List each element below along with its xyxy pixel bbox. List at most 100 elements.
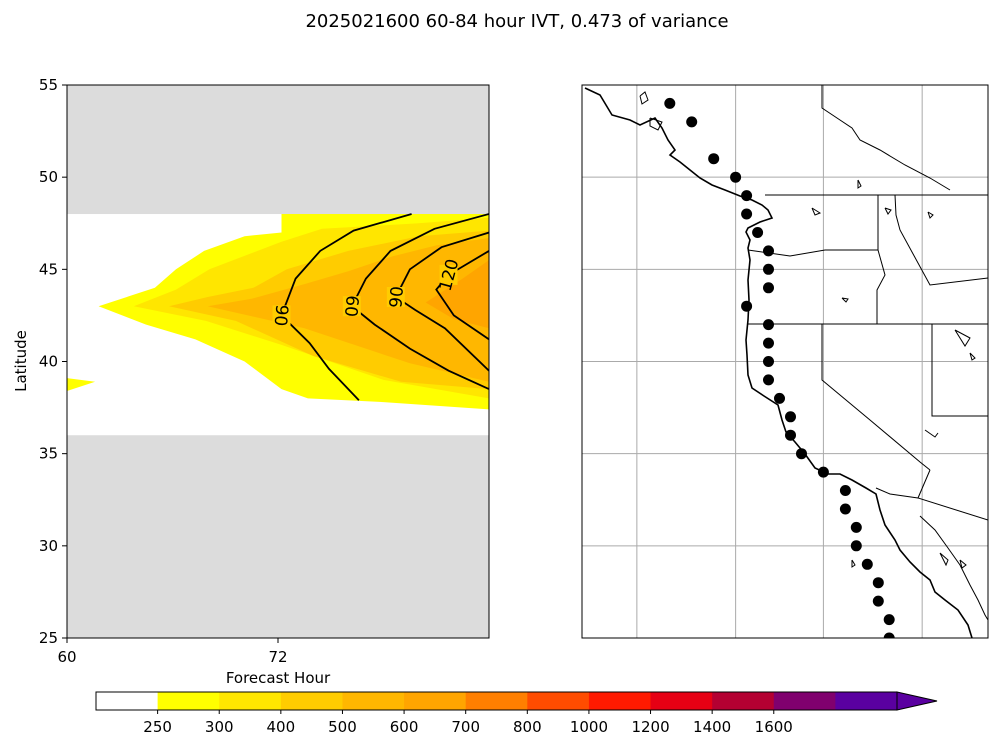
island — [927, 211, 934, 219]
map-points — [664, 97, 895, 638]
map-frame — [581, 84, 989, 639]
location-point — [763, 337, 774, 349]
contour-label-background — [342, 296, 361, 317]
location-point — [817, 466, 829, 478]
island — [939, 552, 949, 567]
location-point — [763, 263, 774, 275]
nevada-east-border — [931, 324, 988, 417]
location-point — [796, 448, 807, 460]
island — [857, 179, 862, 189]
california-nevada-border — [821, 324, 931, 471]
location-point — [763, 356, 774, 367]
gulf-of-california-coast — [919, 515, 988, 621]
location-point — [883, 632, 895, 638]
location-point — [752, 227, 764, 238]
location-point — [763, 319, 774, 331]
island — [811, 207, 822, 216]
contour-label: 06 — [384, 285, 406, 308]
location-point — [730, 171, 742, 183]
island — [639, 91, 649, 105]
islands — [639, 91, 988, 621]
colorbar-swatch — [342, 692, 405, 710]
y-tick-label: 55 — [39, 76, 58, 94]
colorbar-tick-label: 800 — [513, 718, 542, 736]
colorbar-swatch — [588, 692, 652, 710]
island — [851, 559, 856, 568]
arizona-border — [917, 469, 988, 521]
colorbar-tick-label: 1000 — [570, 718, 608, 736]
location-point — [839, 503, 851, 515]
missing-data-region-south — [67, 435, 489, 638]
y-axis-label: Latitude — [12, 330, 30, 392]
x-axis-label: Forecast Hour — [226, 669, 331, 687]
colorbar-swatch — [96, 692, 159, 710]
left-axis-ticks: 25 30 35 40 45 50 55 60 72 — [39, 76, 288, 666]
colorbar-extend-arrow — [896, 691, 938, 711]
us-mexico-border — [875, 487, 919, 499]
canada-alaska-border — [821, 85, 951, 191]
contour-line — [280, 213, 412, 401]
location-point — [785, 411, 796, 423]
location-point — [872, 577, 884, 589]
location-point — [741, 300, 753, 312]
colorbar-tick-label: 500 — [328, 718, 357, 736]
location-point — [763, 282, 774, 294]
chart-title: 2025021600 60-84 hour IVT, 0.473 of vari… — [305, 11, 728, 32]
location-point — [883, 614, 895, 626]
colorbar-tick-label: 400 — [267, 718, 296, 736]
colorbar-tick-label: 600 — [390, 718, 419, 736]
contour-label: 90 — [270, 304, 292, 327]
location-point — [785, 429, 796, 441]
location-point — [839, 485, 851, 496]
colorbar-swatch — [465, 692, 528, 710]
washington-oregon-border — [747, 195, 879, 257]
island — [954, 329, 971, 347]
colorbar-swatch — [712, 692, 775, 710]
x-tick-label: 72 — [268, 648, 287, 666]
ivt-filled-contour-250 — [67, 378, 96, 391]
location-point — [763, 374, 774, 386]
island — [924, 429, 939, 438]
coastline — [584, 87, 973, 638]
map-area — [582, 85, 988, 638]
colorbar-frame — [95, 691, 898, 711]
y-tick-label: 25 — [39, 629, 58, 647]
colorbar-tick-label: 700 — [451, 718, 480, 736]
colorbar-swatch — [157, 692, 220, 710]
colorbar-swatch — [835, 692, 898, 710]
colorbar-tick-label: 250 — [143, 718, 172, 736]
island — [841, 297, 849, 303]
contour-line — [435, 250, 489, 341]
location-point — [686, 116, 698, 128]
location-point — [741, 190, 753, 202]
contour-label-background — [272, 305, 291, 326]
colorbar-swatch — [280, 692, 343, 710]
location-point — [850, 521, 862, 533]
ivt-filled-contour-600 — [425, 260, 489, 329]
idaho-border — [876, 249, 886, 324]
location-point — [664, 97, 676, 109]
y-tick-label: 45 — [39, 260, 58, 278]
map-panel — [581, 84, 989, 639]
island — [969, 352, 976, 361]
y-tick-label: 50 — [39, 168, 58, 186]
y-tick-label: 30 — [39, 537, 58, 555]
location-point — [741, 208, 753, 220]
contour-label: 60 — [340, 294, 362, 317]
missing-data-region-north — [67, 85, 489, 215]
location-point — [763, 245, 774, 257]
colorbar: 250 300 400 500 600 700 800 1000 1200 1400 1600 — [95, 691, 938, 736]
map-gridlines — [582, 85, 988, 638]
y-tick-label: 35 — [39, 445, 58, 463]
island — [959, 559, 967, 569]
contour-label-background — [439, 264, 458, 285]
colorbar-swatch — [773, 692, 836, 710]
colorbar-tick-label: 300 — [205, 718, 234, 736]
map-borders — [747, 85, 988, 521]
colorbar-swatch — [527, 692, 590, 710]
location-point — [850, 540, 862, 552]
location-point — [861, 558, 873, 570]
colorbar-tick-label: 1200 — [631, 718, 669, 736]
y-tick-label: 40 — [39, 353, 58, 371]
